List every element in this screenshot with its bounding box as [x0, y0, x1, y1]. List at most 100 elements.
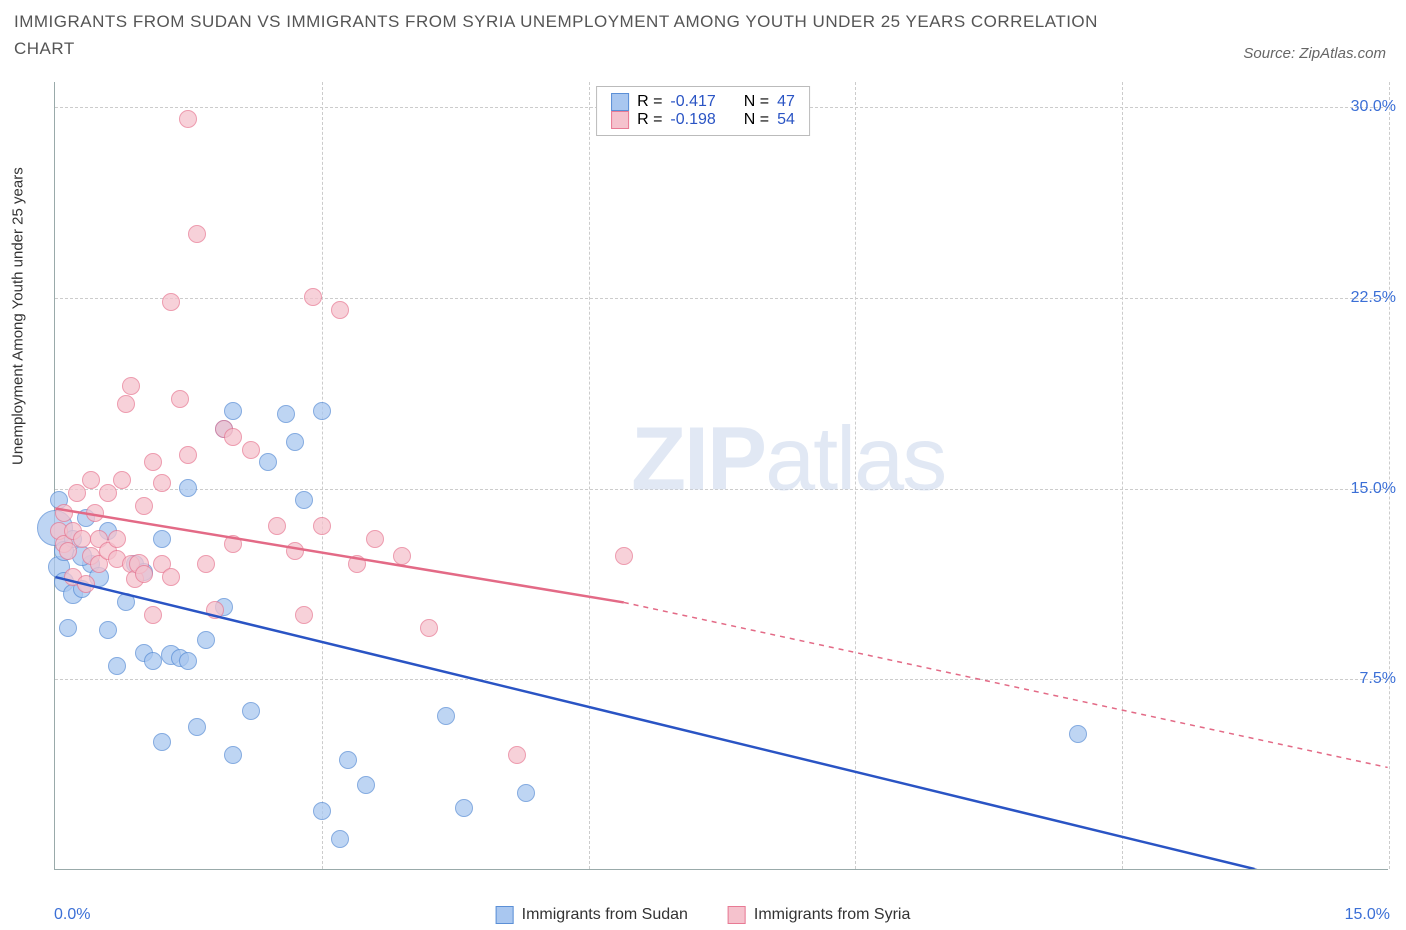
data-point-syria	[108, 530, 126, 548]
data-point-syria	[331, 301, 349, 319]
data-point-sudan	[437, 707, 455, 725]
y-axis-label: Unemployment Among Youth under 25 years	[10, 167, 27, 465]
trendline-sudan	[55, 577, 1254, 869]
data-point-syria	[304, 288, 322, 306]
data-point-syria	[420, 619, 438, 637]
data-point-sudan	[108, 657, 126, 675]
data-point-syria	[113, 471, 131, 489]
data-point-sudan	[1069, 725, 1087, 743]
r-value-sudan: -0.417	[670, 93, 715, 111]
chart-plot-area: ZIPatlas	[54, 82, 1388, 870]
data-point-sudan	[259, 453, 277, 471]
n-label: N =	[744, 111, 769, 129]
n-label: N =	[744, 93, 769, 111]
data-point-syria	[179, 110, 197, 128]
data-point-syria	[224, 428, 242, 446]
gridline-v	[855, 82, 856, 869]
data-point-sudan	[313, 802, 331, 820]
trendline-extrapolated-syria	[624, 602, 1388, 767]
data-point-syria	[197, 555, 215, 573]
x-axis-origin-label: 0.0%	[54, 906, 90, 924]
data-point-syria	[615, 547, 633, 565]
data-point-sudan	[188, 718, 206, 736]
r-value-syria: -0.198	[670, 111, 715, 129]
data-point-sudan	[99, 621, 117, 639]
data-point-syria	[162, 568, 180, 586]
data-point-sudan	[197, 631, 215, 649]
series-legend: Immigrants from Sudan Immigrants from Syr…	[496, 906, 911, 924]
watermark-bold: ZIP	[631, 409, 765, 509]
data-point-sudan	[295, 491, 313, 509]
r-label: R =	[637, 93, 662, 111]
data-point-syria	[86, 504, 104, 522]
stats-row-sudan: R = -0.417 N = 47	[611, 93, 795, 111]
data-point-syria	[206, 601, 224, 619]
data-point-syria	[117, 395, 135, 413]
legend-label-syria: Immigrants from Syria	[754, 906, 910, 924]
y-tick-label: 30.0%	[1351, 98, 1396, 116]
data-point-syria	[295, 606, 313, 624]
data-point-sudan	[455, 799, 473, 817]
swatch-syria	[611, 111, 629, 129]
data-point-syria	[162, 293, 180, 311]
data-point-sudan	[286, 433, 304, 451]
data-point-sudan	[339, 751, 357, 769]
stats-row-syria: R = -0.198 N = 54	[611, 111, 795, 129]
data-point-sudan	[153, 530, 171, 548]
data-point-syria	[122, 377, 140, 395]
n-value-sudan: 47	[777, 93, 795, 111]
data-point-syria	[135, 497, 153, 515]
data-point-syria	[348, 555, 366, 573]
data-point-sudan	[179, 479, 197, 497]
data-point-sudan	[144, 652, 162, 670]
data-point-syria	[144, 606, 162, 624]
x-axis-max-label: 15.0%	[1345, 906, 1390, 924]
data-point-syria	[55, 504, 73, 522]
data-point-sudan	[117, 593, 135, 611]
chart-title: IMMIGRANTS FROM SUDAN VS IMMIGRANTS FROM…	[14, 8, 1114, 62]
swatch-sudan	[611, 93, 629, 111]
data-point-sudan	[179, 652, 197, 670]
y-tick-label: 7.5%	[1360, 670, 1396, 688]
gridline-v	[322, 82, 323, 869]
data-point-syria	[366, 530, 384, 548]
data-point-syria	[73, 530, 91, 548]
source-attribution: Source: ZipAtlas.com	[1243, 45, 1386, 62]
gridline-v	[1122, 82, 1123, 869]
data-point-sudan	[277, 405, 295, 423]
y-tick-label: 15.0%	[1351, 480, 1396, 498]
data-point-syria	[224, 535, 242, 553]
data-point-sudan	[331, 830, 349, 848]
data-point-sudan	[224, 402, 242, 420]
r-label: R =	[637, 111, 662, 129]
gridline-h	[55, 298, 1388, 299]
data-point-syria	[286, 542, 304, 560]
data-point-syria	[171, 390, 189, 408]
data-point-syria	[179, 446, 197, 464]
data-point-syria	[135, 565, 153, 583]
n-value-syria: 54	[777, 111, 795, 129]
legend-swatch-sudan	[496, 906, 514, 924]
stats-legend: R = -0.417 N = 47 R = -0.198 N = 54	[596, 86, 810, 136]
legend-item-sudan: Immigrants from Sudan	[496, 906, 688, 924]
y-tick-label: 22.5%	[1351, 289, 1396, 307]
source-name: ZipAtlas.com	[1299, 45, 1386, 62]
legend-label-sudan: Immigrants from Sudan	[522, 906, 688, 924]
gridline-h	[55, 489, 1388, 490]
data-point-sudan	[517, 784, 535, 802]
data-point-syria	[82, 471, 100, 489]
gridline-v	[1389, 82, 1390, 869]
trend-lines-layer	[55, 82, 1388, 869]
data-point-sudan	[153, 733, 171, 751]
data-point-sudan	[59, 619, 77, 637]
data-point-sudan	[313, 402, 331, 420]
data-point-syria	[242, 441, 260, 459]
data-point-syria	[144, 453, 162, 471]
data-point-syria	[188, 225, 206, 243]
data-point-sudan	[224, 746, 242, 764]
data-point-syria	[268, 517, 286, 535]
gridline-v	[589, 82, 590, 869]
data-point-syria	[508, 746, 526, 764]
data-point-sudan	[357, 776, 375, 794]
data-point-sudan	[242, 702, 260, 720]
